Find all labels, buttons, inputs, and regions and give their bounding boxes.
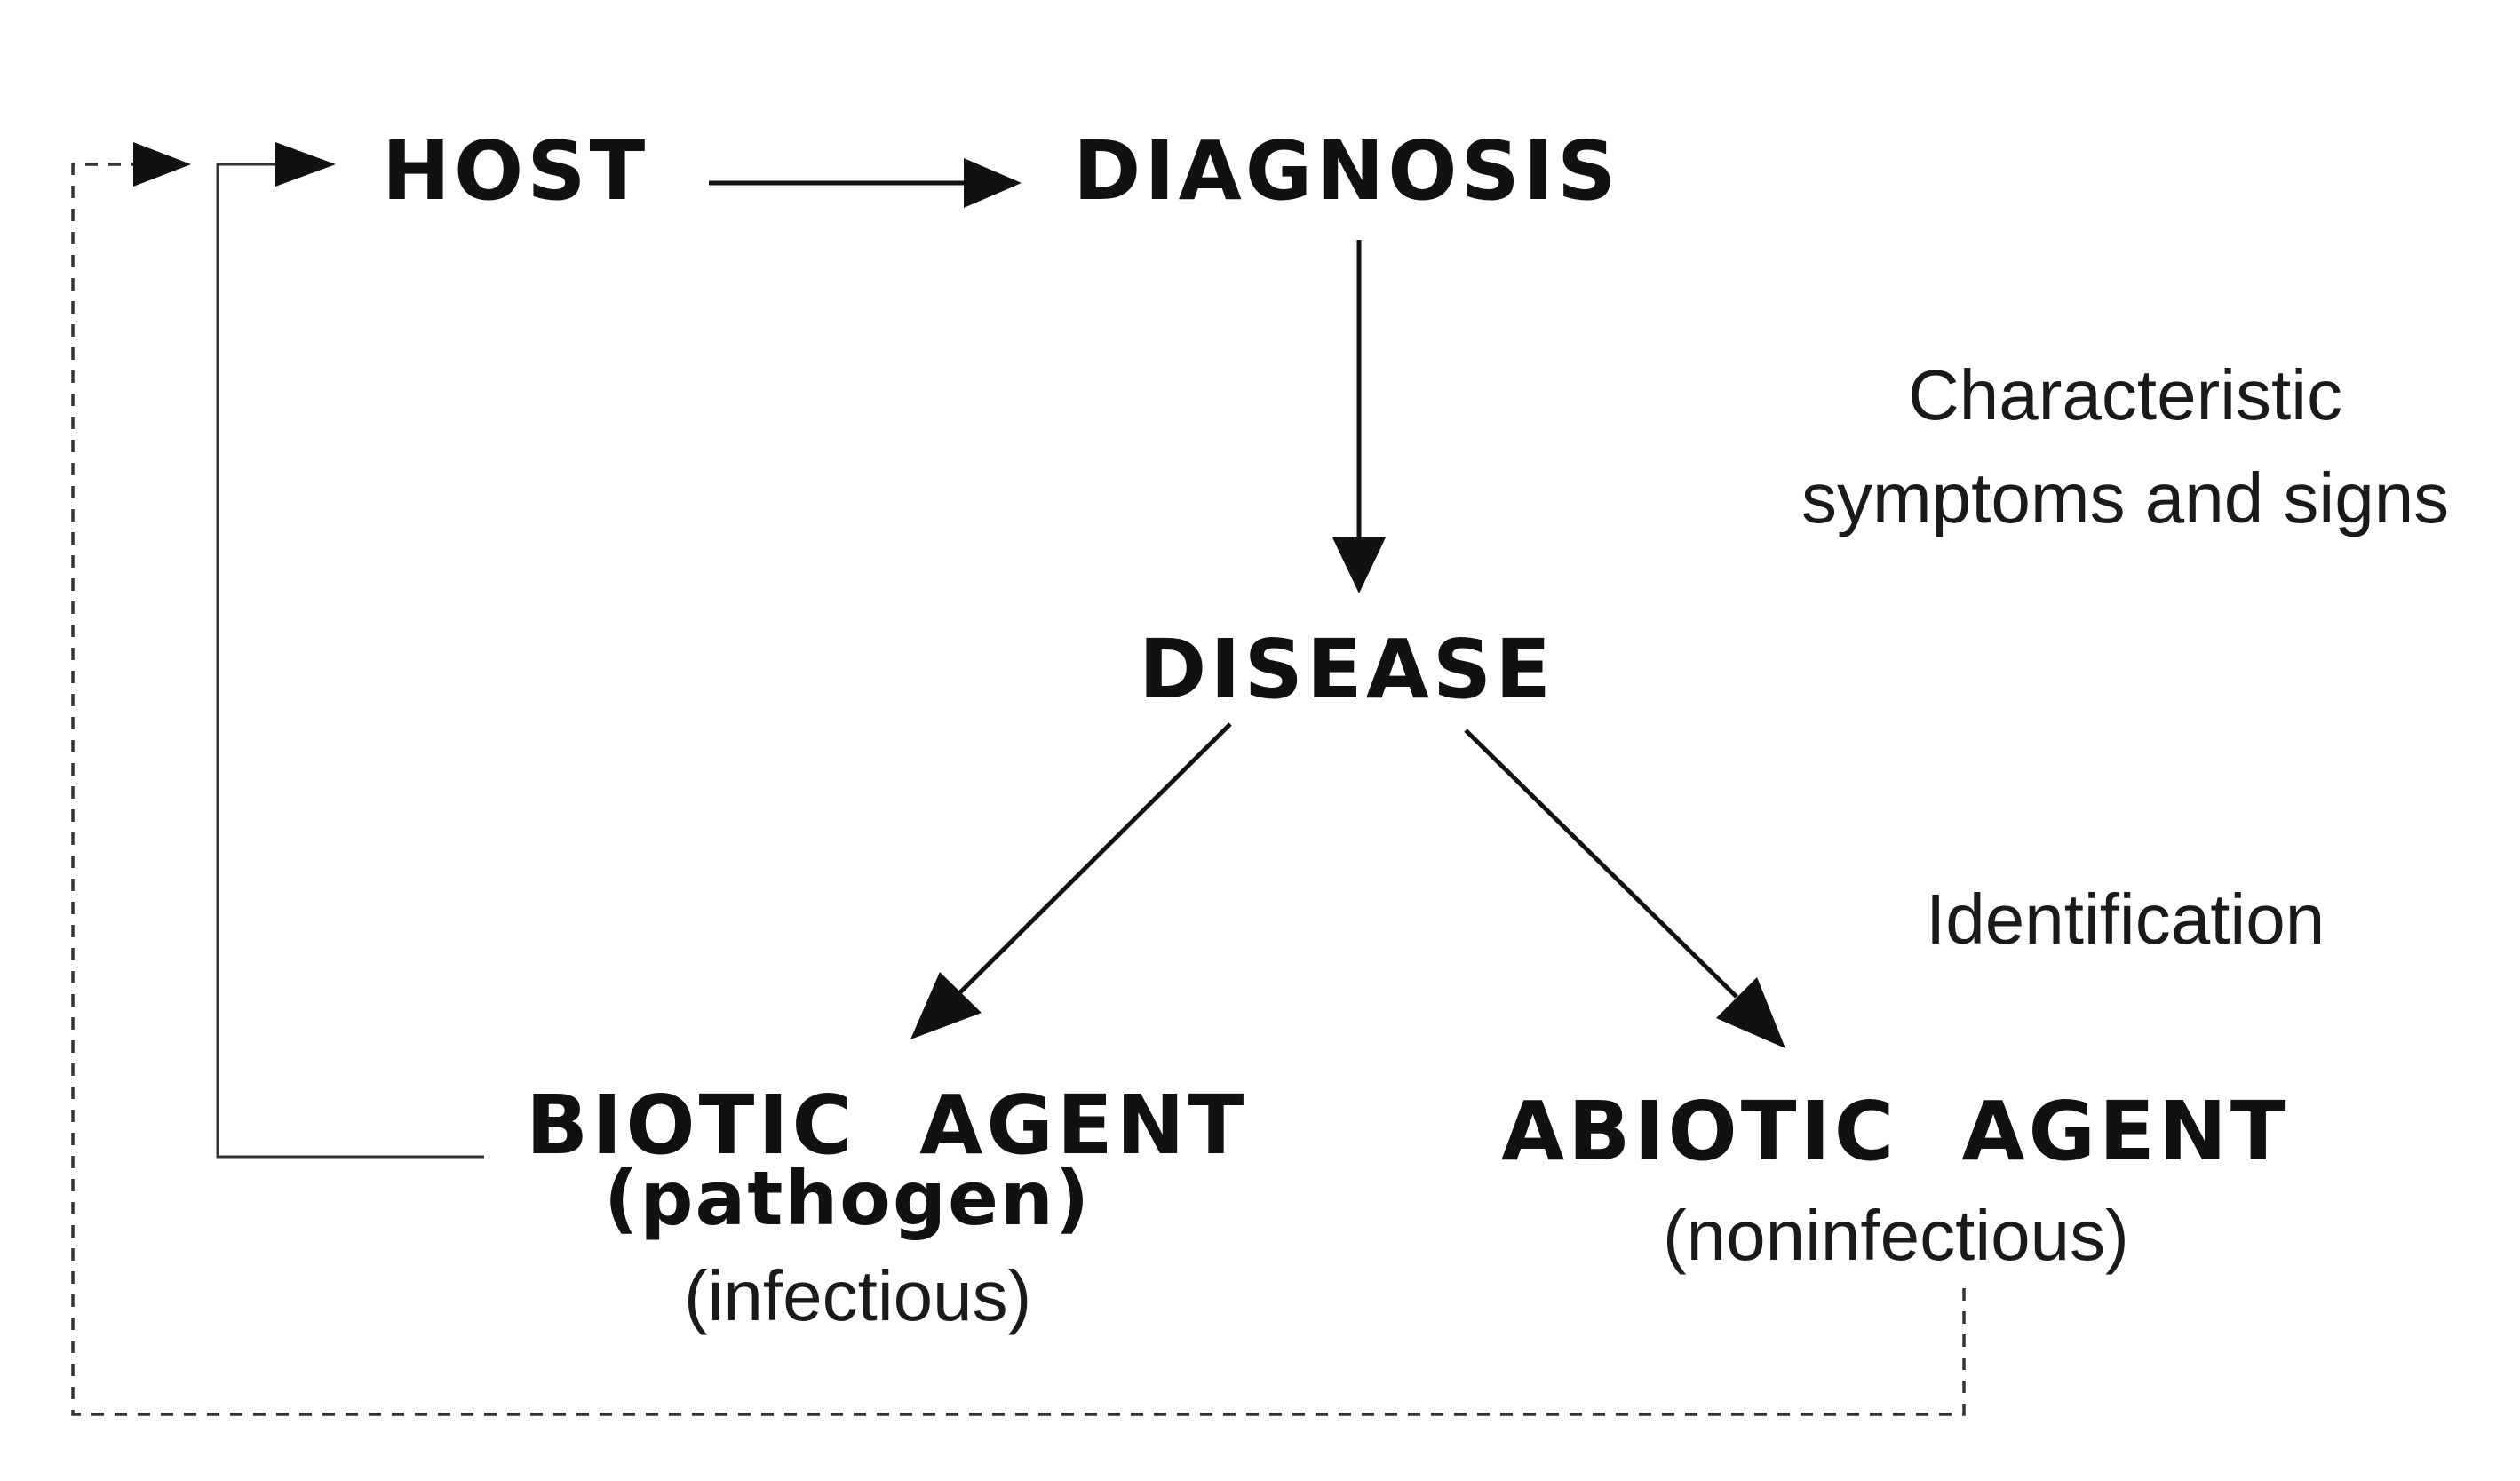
abiotic-feedback-arrowhead bbox=[133, 142, 191, 187]
diagnosis-label: DIAGNOSIS bbox=[1073, 123, 1619, 219]
disease-to-biotic-arrowhead bbox=[910, 972, 982, 1039]
diagnosis-to-disease-arrowhead bbox=[1332, 537, 1386, 593]
biotic-agent-label: BIOTIC AGENT bbox=[526, 1078, 1247, 1173]
symptoms-annotation-line2: symptoms and signs bbox=[1801, 458, 2449, 537]
biotic-feedback-line bbox=[216, 163, 484, 1159]
abiotic-feedback-dashed-line bbox=[71, 163, 1966, 1416]
biotic-feedback-arrowhead bbox=[275, 142, 336, 187]
biotic-infectious-note: (infectious) bbox=[684, 1256, 1031, 1335]
disease-label: DISEASE bbox=[1139, 622, 1554, 717]
disease-to-abiotic-line bbox=[1464, 729, 1738, 999]
disease-to-biotic-line bbox=[958, 722, 1232, 995]
disease-to-abiotic-arrowhead bbox=[1716, 977, 1785, 1048]
host-label: HOST bbox=[382, 123, 648, 219]
biotic-pathogen-label: (pathogen) bbox=[604, 1155, 1091, 1242]
identification-annotation: Identification bbox=[1926, 880, 2325, 959]
symptoms-annotation-line1: Characteristic bbox=[1908, 355, 2342, 434]
abiotic-noninfectious-note: (noninfectious) bbox=[1663, 1196, 2129, 1275]
abiotic-agent-label: ABIOTIC AGENT bbox=[1501, 1084, 2290, 1179]
host-to-diagnosis-arrowhead bbox=[964, 158, 1022, 208]
